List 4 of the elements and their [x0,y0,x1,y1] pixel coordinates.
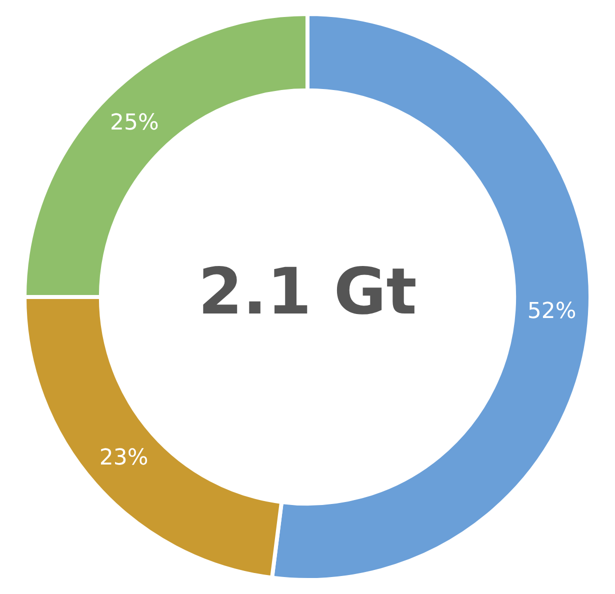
data-label: 52% [527,299,576,324]
data-label: 25% [110,110,159,136]
data-label: 23% [99,446,148,471]
text: 2.1 Gt [198,256,417,330]
